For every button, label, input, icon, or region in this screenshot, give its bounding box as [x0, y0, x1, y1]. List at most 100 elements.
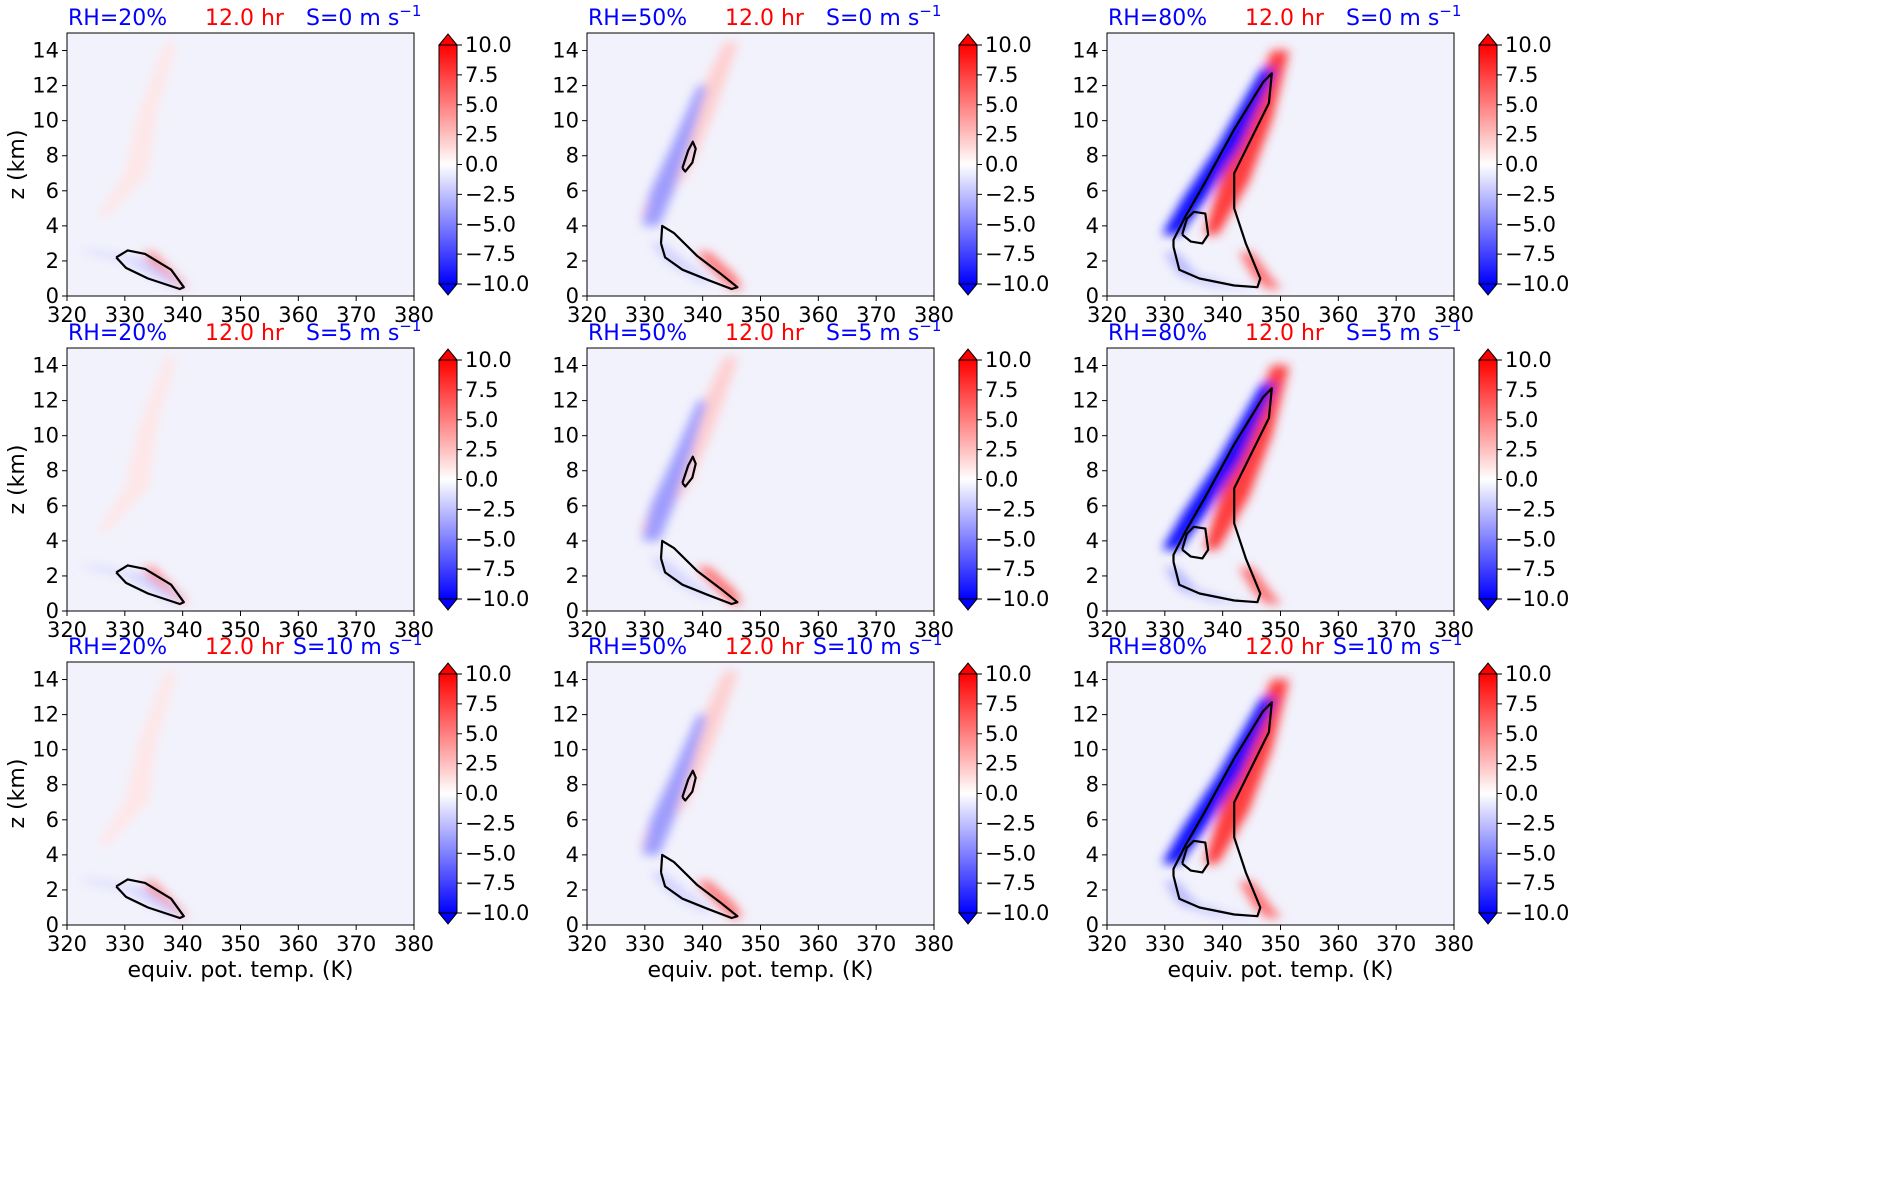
shear-label: S=5 m s−1: [306, 317, 421, 346]
y-tick-label: 4: [1086, 214, 1099, 238]
rh-label: RH=50%: [588, 321, 687, 346]
field-layer: [639, 356, 744, 604]
colorbar-tick-label: 5.0: [465, 93, 498, 117]
y-tick-label: 6: [566, 808, 579, 832]
x-tick-label: 380: [1434, 303, 1474, 327]
negative-anomaly-region: [649, 243, 715, 282]
colorbar-tick-label: 2.5: [465, 438, 498, 462]
x-tick-label: 380: [394, 618, 434, 642]
x-tick-label: 350: [1260, 618, 1300, 642]
x-tick-label: 360: [798, 618, 838, 642]
y-tick-label: 12: [552, 389, 579, 413]
y-tick-label: 8: [1086, 773, 1099, 797]
shear-label: S=10 m s−1: [1333, 631, 1462, 660]
colorbar-tick-label: 7.5: [985, 692, 1018, 716]
panel-r1c1: 320 330 340 350 360 370 380 0 2 4 6 8 10 12 14 RH=50% 12…: [552, 317, 1049, 642]
rh-label: RH=80%: [1108, 6, 1207, 31]
y-tick-label: 2: [1086, 878, 1099, 902]
colorbar-tick-label: 7.5: [985, 378, 1018, 402]
colorbar-tick-label: 0.0: [1505, 153, 1538, 177]
x-tick-label: 330: [625, 932, 665, 956]
shear-label: S=5 m s−1: [826, 317, 941, 346]
x-tick-label: 330: [625, 618, 665, 642]
colorbar-tick-label: 5.0: [985, 93, 1018, 117]
y-tick-label: 0: [566, 913, 579, 937]
x-tick-label: 340: [1203, 618, 1243, 642]
colorbar: 10.0 7.5 5.0 2.5 0.0 −2.5 −5.0 −7.5 −10.0: [957, 662, 1049, 925]
y-axis-label: z (km): [5, 130, 30, 200]
colorbar-fill: [959, 674, 977, 913]
colorbar-extend-high: [437, 662, 459, 675]
contour-line: [659, 539, 739, 606]
x-tick-label: 320: [47, 618, 87, 642]
y-tick-label: 6: [566, 179, 579, 203]
x-tick-label: 370: [336, 618, 376, 642]
field-layer: [639, 670, 744, 918]
x-tick-label: 380: [1434, 932, 1474, 956]
colorbar-tick-label: −7.5: [1505, 871, 1556, 895]
negative-anomaly-region: [77, 565, 184, 601]
rh-label: RH=20%: [68, 635, 167, 660]
colorbar-extend-low: [957, 598, 979, 611]
y-tick-label: 14: [32, 39, 59, 63]
y-tick-label: 2: [566, 249, 579, 273]
colorbar-tick-label: −10.0: [985, 272, 1049, 296]
positive-anomaly-region: [1238, 881, 1282, 918]
positive-anomaly-region: [1204, 50, 1290, 235]
colorbar-tick-label: −7.5: [985, 871, 1036, 895]
colorbar-tick-label: −2.5: [985, 182, 1036, 206]
time-label: 12.0 hr: [725, 321, 805, 346]
shear-exponent: −1: [919, 2, 941, 20]
colorbar-fill: [959, 45, 977, 284]
colorbar-tick-label: 0.0: [465, 153, 498, 177]
x-tick-label: 320: [1087, 303, 1127, 327]
colorbar-tick-label: 10.0: [985, 348, 1032, 372]
x-tick-label: 330: [1145, 618, 1185, 642]
colorbar-tick-label: −10.0: [465, 587, 529, 611]
shear-exponent: −1: [1439, 2, 1461, 20]
colorbar-tick-label: 10.0: [1505, 662, 1552, 686]
y-tick-label: 0: [566, 284, 579, 308]
x-tick-label: 330: [1145, 303, 1185, 327]
colorbar-tick-label: 2.5: [465, 123, 498, 147]
y-tick-label: 14: [32, 354, 59, 378]
y-tick-label: 10: [32, 738, 59, 762]
y-tick-label: 6: [566, 494, 579, 518]
colorbar-tick-label: −2.5: [465, 497, 516, 521]
y-tick-label: 4: [46, 214, 59, 238]
colorbar-tick-label: −5.0: [1505, 527, 1556, 551]
positive-anomaly-region: [1238, 252, 1282, 289]
y-tick-label: 8: [46, 773, 59, 797]
colorbar-fill: [439, 674, 457, 913]
colorbar-tick-label: 10.0: [1505, 348, 1552, 372]
colorbar-tick-label: 5.0: [985, 408, 1018, 432]
colorbar-tick-label: 2.5: [465, 752, 498, 776]
x-tick-label: 370: [1376, 618, 1416, 642]
y-tick-label: 0: [1086, 599, 1099, 623]
x-tick-label: 370: [336, 932, 376, 956]
x-tick-label: 320: [47, 932, 87, 956]
colorbar-tick-label: 5.0: [465, 408, 498, 432]
colorbar: 10.0 7.5 5.0 2.5 0.0 −2.5 −5.0 −7.5 −10.0: [957, 33, 1049, 296]
colorbar-tick-label: −7.5: [985, 557, 1036, 581]
colorbar-tick-label: −7.5: [465, 871, 516, 895]
y-axis-label: z (km): [5, 759, 30, 829]
x-tick-label: 350: [740, 618, 780, 642]
positive-anomaly-region: [1204, 679, 1290, 864]
x-tick-label: 380: [394, 303, 434, 327]
y-tick-label: 10: [552, 424, 579, 448]
colorbar-tick-label: 7.5: [1505, 378, 1538, 402]
y-tick-label: 10: [32, 109, 59, 133]
colorbar-tick-label: 10.0: [985, 33, 1032, 57]
y-tick-label: 4: [46, 529, 59, 553]
colorbar-tick-label: −10.0: [465, 901, 529, 925]
shear-label: S=0 m s−1: [826, 2, 941, 31]
colorbar-tick-label: 2.5: [985, 123, 1018, 147]
shear-exponent: −1: [920, 631, 942, 649]
x-tick-label: 380: [914, 303, 954, 327]
y-tick-label: 2: [46, 249, 59, 273]
colorbar-tick-label: −2.5: [465, 182, 516, 206]
y-tick-label: 8: [46, 459, 59, 483]
colorbar-tick-label: 2.5: [1505, 123, 1538, 147]
rh-label: RH=50%: [588, 635, 687, 660]
